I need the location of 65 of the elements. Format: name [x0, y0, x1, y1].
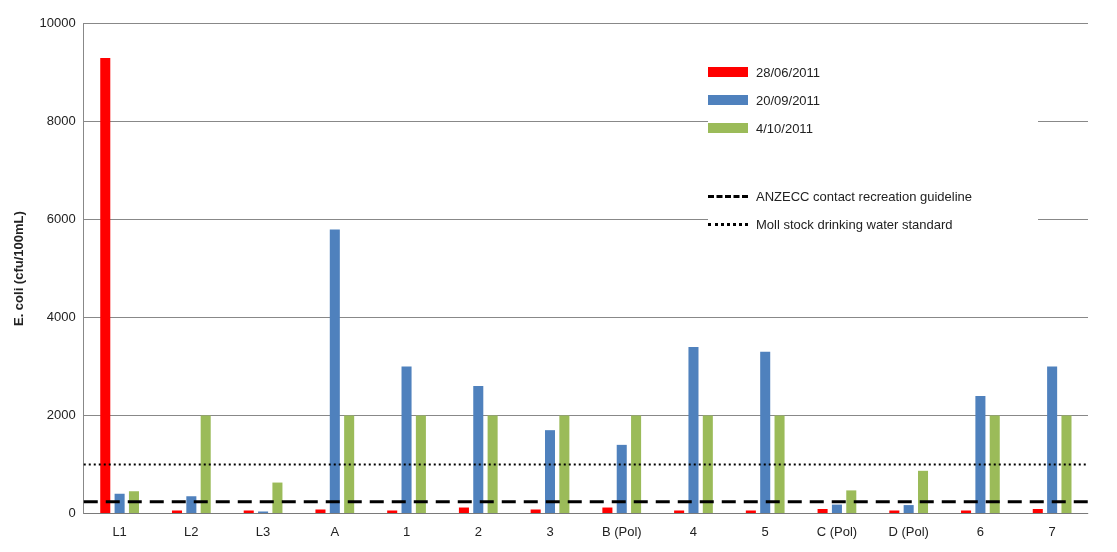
bar: [186, 496, 197, 513]
y-tick-label: 2000: [46, 407, 76, 423]
legend-label: 20/09/2011: [756, 92, 821, 108]
bar: [387, 510, 398, 513]
x-tick-label: D (Pol): [888, 523, 929, 539]
bar: [530, 509, 541, 513]
x-tick-label: L3: [255, 523, 271, 539]
bar: [200, 415, 211, 513]
y-tick-label: 6000: [46, 211, 76, 227]
x-tick-label: C (Pol): [816, 523, 858, 539]
x-tick-label: L1: [112, 523, 127, 539]
bar: [315, 509, 326, 513]
bar: [918, 470, 929, 513]
y-tick-label: 8000: [46, 113, 76, 129]
bar: [889, 510, 900, 513]
legend-label: 4/10/2011: [756, 120, 813, 136]
bar: [961, 510, 972, 513]
bar: [559, 415, 570, 513]
x-tick-label: 7: [1048, 523, 1056, 539]
bar: [473, 386, 484, 513]
legend-label: Moll stock drinking water standard: [756, 216, 953, 232]
bar: [100, 58, 111, 513]
legend-label: 28/06/2011: [756, 64, 821, 80]
bar: [616, 444, 627, 513]
bar: [631, 415, 642, 513]
bar: [831, 504, 842, 513]
bar: [171, 510, 183, 513]
bar: [243, 510, 254, 513]
legend-label: ANZECC contact recreation guideline: [756, 188, 973, 204]
bar: [903, 505, 914, 513]
x-tick-label: 6: [976, 523, 985, 539]
bar: [487, 415, 498, 513]
bar: [401, 366, 412, 513]
bar: [1061, 415, 1072, 513]
bar: [415, 415, 426, 513]
x-tick-label: B (Pol): [601, 523, 642, 539]
bar: [602, 507, 613, 513]
bar: [774, 415, 785, 513]
x-tick-label: 4: [689, 523, 698, 539]
y-axis-title: E. coli (cfu/100mL): [11, 211, 27, 327]
y-tick-label: 10000: [39, 15, 76, 31]
bar: [989, 415, 1000, 513]
bar: [760, 351, 771, 513]
bar: [458, 507, 469, 513]
y-tick-label: 4000: [46, 309, 76, 325]
x-tick-label: 1: [402, 523, 411, 539]
bar: [1032, 508, 1043, 513]
bar: [1047, 366, 1058, 513]
x-tick-label: 2: [474, 523, 482, 539]
bar: [688, 346, 699, 513]
x-tick-label: 5: [761, 523, 769, 539]
bar: [344, 415, 355, 513]
bar: [329, 229, 340, 513]
bar: [544, 430, 556, 513]
bar: [674, 510, 685, 513]
y-tick-label: 0: [68, 504, 76, 520]
x-tick-label: 3: [546, 523, 554, 539]
bar: [272, 482, 283, 513]
bar: [817, 508, 828, 513]
bar: [702, 415, 713, 513]
x-tick-label: L2: [184, 523, 199, 539]
bar: [846, 490, 857, 513]
bar: [745, 510, 756, 513]
x-tick-label: A: [330, 523, 340, 539]
bar: [975, 395, 986, 513]
